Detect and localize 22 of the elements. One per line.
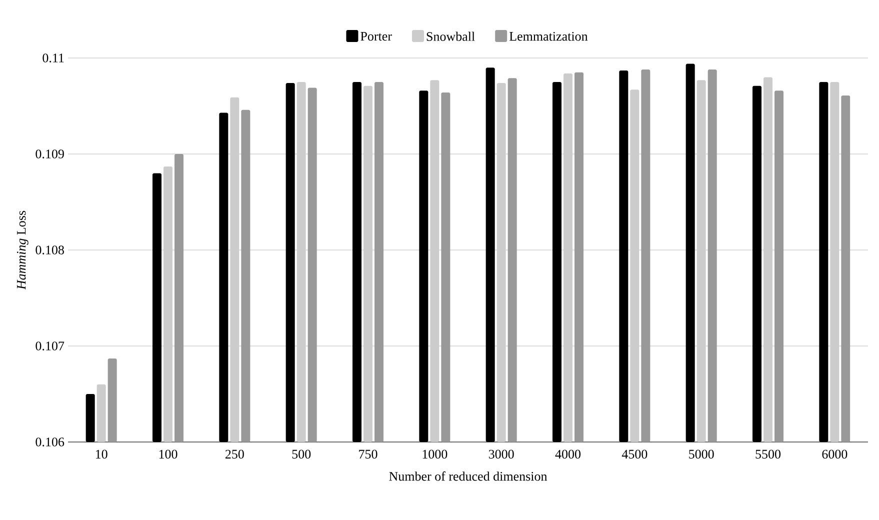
x-tick-label: 10 [96, 450, 108, 459]
legend-label: Lemmatization [509, 32, 588, 41]
x-tick-label: 5500 [756, 450, 781, 459]
x-tick-label: 750 [359, 450, 378, 459]
x-tick-label: 4000 [555, 450, 581, 459]
y-tick-label: 0.109 [36, 150, 64, 158]
y-tick-label: 0.11 [42, 54, 64, 62]
y-tick-label: 0.107 [36, 342, 64, 350]
legend-label: Porter [360, 32, 392, 41]
x-tick-label: 250 [225, 450, 244, 459]
x-tick-label: 5000 [689, 450, 714, 459]
x-tick-label: 100 [159, 450, 178, 459]
x-axis-title: Number of reduced dimension [389, 471, 548, 481]
x-tick-label: 1000 [422, 450, 448, 459]
x-tick-label: 4500 [622, 450, 648, 459]
x-tick-label: 3000 [488, 450, 514, 459]
y-tick-label: 0.106 [36, 438, 64, 446]
y-axis-title: Hamming Loss [16, 210, 28, 290]
x-tick-label: 500 [292, 450, 311, 459]
legend-label: Snowball [426, 32, 475, 41]
x-tick-label: 6000 [822, 450, 848, 459]
y-tick-label: 0.108 [36, 246, 64, 254]
